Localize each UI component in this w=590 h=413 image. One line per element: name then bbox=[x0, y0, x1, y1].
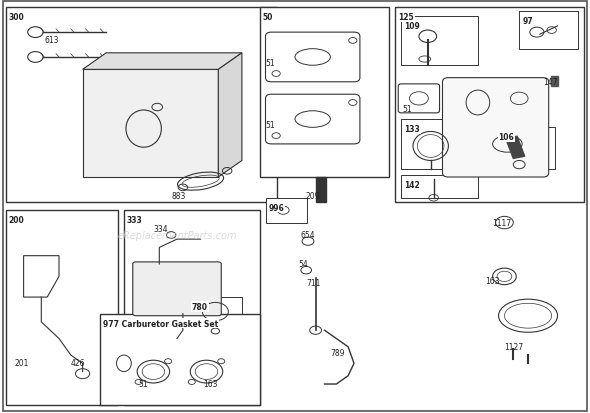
Bar bbox=[401, 17, 478, 66]
Text: 1127: 1127 bbox=[504, 342, 523, 351]
Text: 996: 996 bbox=[268, 203, 284, 212]
Text: 163: 163 bbox=[204, 379, 218, 388]
Text: 977 Carburetor Gasket Set: 977 Carburetor Gasket Set bbox=[103, 319, 218, 328]
Text: 1117: 1117 bbox=[493, 218, 512, 227]
Text: 333: 333 bbox=[127, 216, 143, 225]
Text: 654: 654 bbox=[301, 230, 316, 240]
Text: 109: 109 bbox=[404, 21, 420, 31]
Text: 209: 209 bbox=[306, 191, 320, 200]
Bar bbox=[551, 76, 558, 87]
Polygon shape bbox=[83, 54, 242, 70]
Text: 51: 51 bbox=[402, 104, 412, 114]
Text: 426: 426 bbox=[71, 358, 86, 368]
Text: 147: 147 bbox=[543, 78, 558, 87]
Text: 163: 163 bbox=[485, 276, 500, 285]
FancyBboxPatch shape bbox=[442, 78, 549, 178]
Bar bbox=[260, 8, 389, 178]
Bar bbox=[189, 297, 242, 339]
Bar bbox=[519, 12, 578, 50]
Text: 883: 883 bbox=[171, 191, 185, 200]
Text: 133: 133 bbox=[404, 125, 420, 134]
Text: 142: 142 bbox=[404, 180, 420, 190]
Bar bbox=[266, 198, 307, 223]
Bar bbox=[6, 211, 118, 405]
Text: 51: 51 bbox=[266, 121, 275, 130]
Bar bbox=[496, 128, 555, 169]
Text: 334: 334 bbox=[153, 224, 168, 233]
Bar bbox=[506, 137, 525, 159]
Text: 201: 201 bbox=[15, 358, 29, 368]
Text: 200: 200 bbox=[9, 216, 25, 225]
Bar bbox=[401, 120, 484, 169]
Text: 51: 51 bbox=[139, 379, 148, 388]
Bar bbox=[100, 314, 260, 405]
Bar bbox=[83, 70, 218, 178]
Text: 51: 51 bbox=[266, 59, 275, 68]
Text: 97: 97 bbox=[522, 17, 533, 26]
Bar bbox=[124, 211, 260, 405]
Text: 125: 125 bbox=[398, 13, 414, 22]
Polygon shape bbox=[218, 54, 242, 178]
Text: 711: 711 bbox=[307, 278, 321, 287]
Text: 54: 54 bbox=[298, 259, 308, 268]
Text: 50: 50 bbox=[263, 13, 273, 22]
Text: 780: 780 bbox=[192, 302, 208, 311]
Bar bbox=[6, 8, 277, 202]
Bar bbox=[316, 178, 326, 202]
Text: 789: 789 bbox=[330, 348, 345, 357]
Text: 300: 300 bbox=[9, 13, 25, 22]
Bar bbox=[395, 8, 584, 202]
Text: 613: 613 bbox=[44, 36, 59, 45]
Bar bbox=[401, 176, 478, 198]
Text: eReplacementParts.com: eReplacementParts.com bbox=[117, 230, 237, 240]
FancyBboxPatch shape bbox=[133, 262, 221, 316]
Text: 106: 106 bbox=[499, 133, 514, 142]
